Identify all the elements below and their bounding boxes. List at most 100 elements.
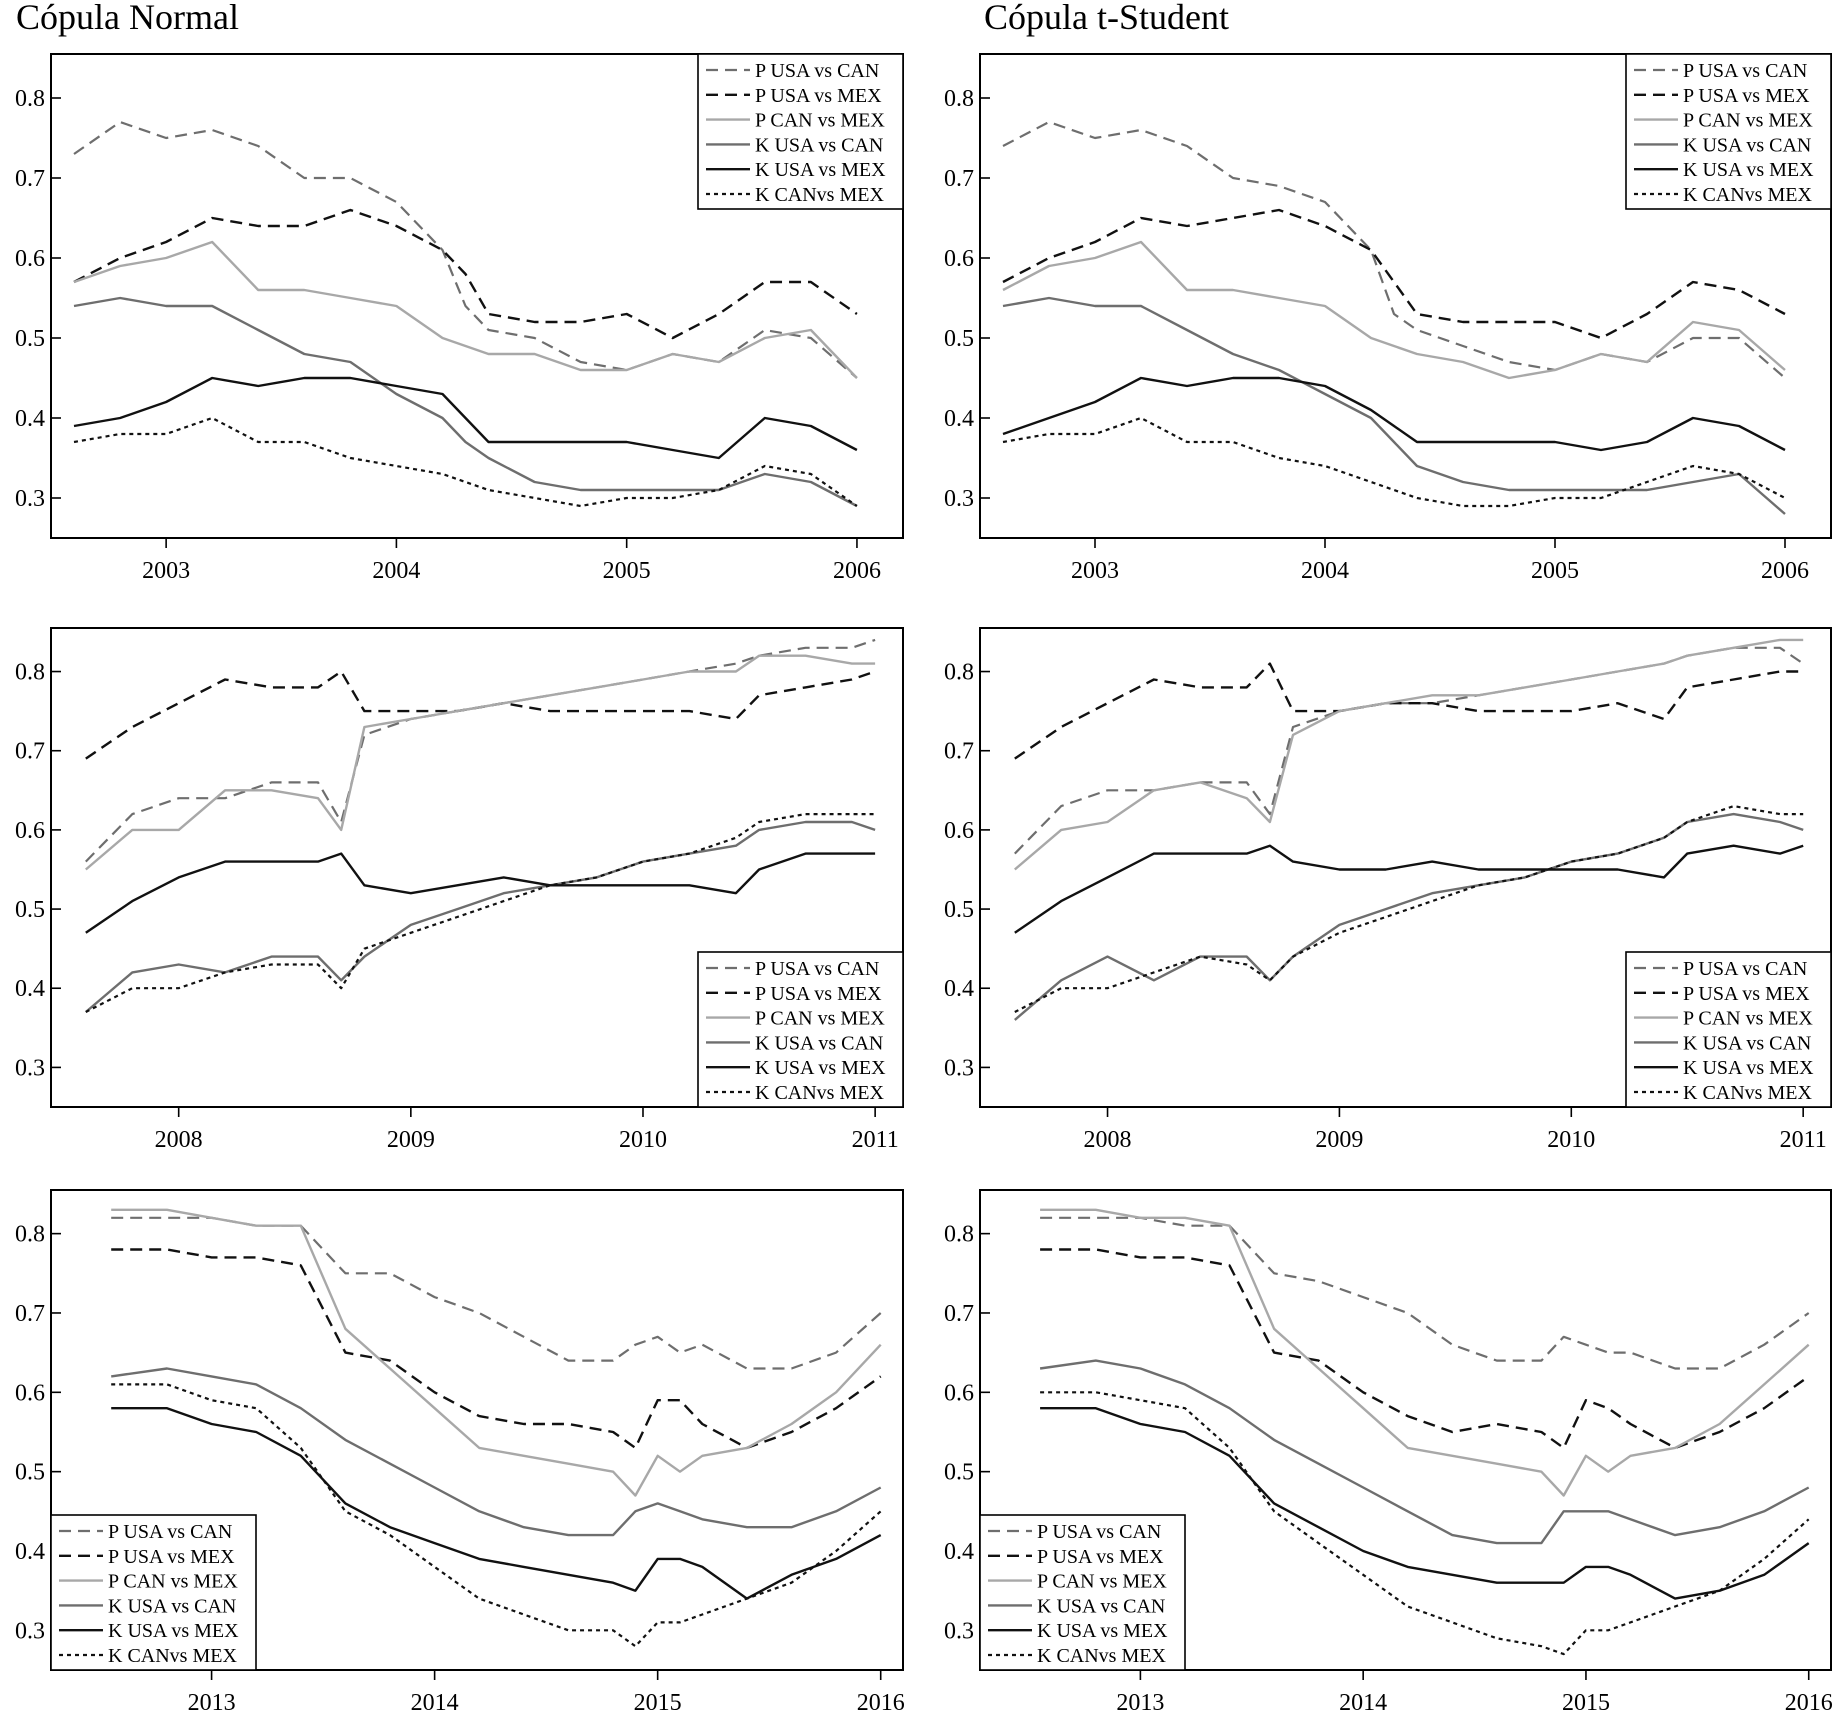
- series-line-k-canvs-mex: [111, 1383, 882, 1648]
- legend-label: P USA vs MEX: [755, 983, 882, 1005]
- x-tick-label: 2011: [1780, 1127, 1827, 1153]
- y-tick-label: 0.6: [15, 246, 45, 272]
- y-tick-label: 0.3: [944, 1055, 974, 1081]
- legend-label: K USA vs MEX: [755, 159, 886, 181]
- series-line-k-canvs-mex: [73, 416, 858, 508]
- y-tick-label: 0.7: [944, 1301, 974, 1327]
- legend-label: K USA vs CAN: [1683, 134, 1811, 156]
- series-line-p-can-vs-mex: [85, 654, 876, 871]
- y-tick-label: 0.4: [944, 1539, 974, 1565]
- x-tick-label: 2004: [372, 558, 420, 584]
- series-line-k-usa-vs-can: [111, 1367, 882, 1537]
- series-line-p-usa-vs-mex: [1040, 1248, 1810, 1450]
- x-tick-label: 2006: [833, 558, 881, 584]
- series-line-k-usa-vs-mex: [1040, 1407, 1810, 1600]
- series-line-k-usa-vs-can: [85, 820, 876, 1013]
- y-tick-label: 0.5: [15, 897, 45, 923]
- series-line-p-usa-vs-mex: [1002, 208, 1786, 340]
- series-line-p-can-vs-mex: [1040, 1208, 1810, 1497]
- plot-frame: [50, 627, 904, 1108]
- y-tick-label: 0.3: [15, 486, 45, 512]
- x-tick-label: 2010: [619, 1127, 667, 1153]
- plot-frame: [979, 53, 1832, 539]
- series-line-k-canvs-mex: [1002, 416, 1786, 508]
- y-tick-label: 0.3: [944, 1618, 974, 1644]
- x-tick-label: 2015: [634, 1690, 682, 1715]
- plot-frame: [50, 53, 904, 539]
- legend-label: P USA vs CAN: [1683, 958, 1807, 980]
- x-tick-label: 2009: [387, 1127, 435, 1153]
- x-tick-label: 2003: [142, 558, 190, 584]
- legend-label: K USA vs CAN: [755, 1032, 883, 1054]
- x-tick-label: 2003: [1071, 558, 1119, 584]
- legend-label: K USA vs MEX: [1683, 159, 1814, 181]
- x-tick-label: 2005: [603, 558, 651, 584]
- legend-label: P CAN vs MEX: [1037, 1571, 1167, 1593]
- y-tick-label: 0.5: [15, 326, 45, 352]
- y-tick-label: 0.3: [944, 486, 974, 512]
- series-line-k-usa-vs-mex: [1002, 376, 1786, 452]
- legend-label: K USA vs CAN: [1037, 1595, 1165, 1617]
- series-line-p-usa-vs-mex: [85, 670, 876, 760]
- legend-label: P CAN vs MEX: [1683, 1008, 1813, 1030]
- x-tick-label: 2011: [852, 1127, 899, 1153]
- y-tick-label: 0.5: [944, 1460, 974, 1486]
- legend-label: P CAN vs MEX: [1683, 110, 1813, 132]
- legend-label: P USA vs MEX: [1037, 1546, 1164, 1568]
- series-line-k-usa-vs-can: [1014, 812, 1804, 1021]
- y-tick-label: 0.7: [15, 739, 45, 765]
- x-tick-label: 2014: [411, 1690, 459, 1715]
- series-line-p-usa-vs-mex: [73, 208, 858, 340]
- y-tick-label: 0.3: [15, 1055, 45, 1081]
- legend-label: K USA vs CAN: [108, 1595, 236, 1617]
- legend-label: K CANvs MEX: [755, 1082, 884, 1104]
- y-tick-label: 0.7: [944, 166, 974, 192]
- y-tick-label: 0.6: [944, 1380, 974, 1406]
- x-tick-label: 2015: [1562, 1690, 1610, 1715]
- series-line-k-usa-vs-mex: [85, 852, 876, 934]
- legend-label: K CANvs MEX: [1037, 1645, 1166, 1667]
- y-tick-label: 0.6: [944, 818, 974, 844]
- x-tick-label: 2005: [1531, 558, 1579, 584]
- y-tick-label: 0.5: [15, 1460, 45, 1486]
- legend-box: [50, 1514, 257, 1671]
- chart-panel-1: 0.3 0.4 0.5 0.6 0.7 0.8 2003 2004 2005 2006 P USA …: [15, 53, 904, 584]
- plot-frame: [979, 1189, 1832, 1671]
- series-line-k-usa-vs-mex: [1014, 844, 1804, 934]
- series-line-p-usa-vs-can: [1040, 1216, 1810, 1370]
- legend-label: K CANvs MEX: [755, 184, 884, 206]
- y-tick-label: 0.5: [944, 897, 974, 923]
- legend-label: P USA vs CAN: [1683, 60, 1807, 82]
- legend-label: K USA vs MEX: [1037, 1620, 1168, 1642]
- x-tick-label: 2014: [1339, 1690, 1387, 1715]
- legend-label: P USA vs CAN: [755, 958, 879, 980]
- title-tstudent: Cópula t-Student: [984, 0, 1229, 37]
- y-tick-label: 0.5: [944, 326, 974, 352]
- series-line-k-usa-vs-can: [1039, 1359, 1810, 1545]
- x-tick-label: 2016: [1785, 1690, 1833, 1715]
- legend-box: [697, 53, 904, 210]
- series-line-p-usa-vs-can: [73, 120, 858, 379]
- legend-label: P USA vs MEX: [1683, 983, 1810, 1005]
- y-tick-label: 0.8: [944, 86, 974, 112]
- y-tick-label: 0.4: [15, 976, 45, 1002]
- legend-label: P USA vs CAN: [1037, 1521, 1161, 1543]
- legend-box: [1625, 53, 1832, 210]
- legend-box: [979, 1514, 1186, 1671]
- series-line-p-can-vs-mex: [1002, 240, 1786, 380]
- chart-panel-5: 0.3 0.4 0.5 0.6 0.7 0.8 2013 2014 2015 2016 P USA …: [15, 1189, 905, 1715]
- y-tick-label: 0.7: [15, 166, 45, 192]
- legend-label: P USA vs MEX: [755, 85, 882, 107]
- y-tick-label: 0.4: [15, 1539, 45, 1565]
- series-line-p-can-vs-mex: [111, 1208, 882, 1497]
- series-line-p-usa-vs-mex: [1014, 662, 1804, 760]
- y-tick-label: 0.3: [15, 1618, 45, 1644]
- y-tick-label: 0.7: [15, 1301, 45, 1327]
- series-line-k-usa-vs-can: [73, 296, 858, 508]
